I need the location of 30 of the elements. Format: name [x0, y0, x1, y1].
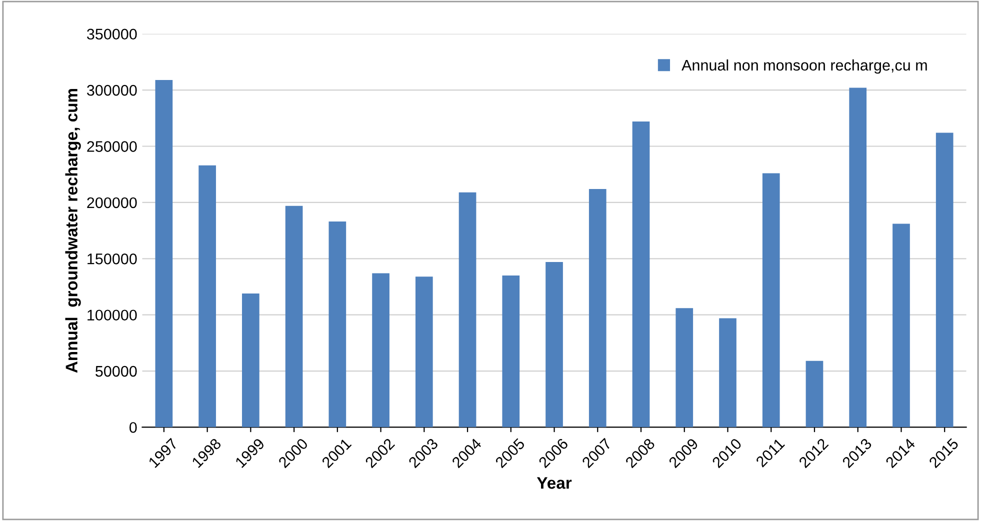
- bar: [632, 122, 650, 428]
- y-axis-title: Annual groundwater recharge, cum: [65, 88, 81, 373]
- y-tick-label: 0: [129, 422, 137, 433]
- bar: [198, 165, 216, 428]
- bar: [892, 224, 910, 428]
- y-tick-label: 200000: [87, 197, 137, 208]
- bar: [849, 88, 867, 428]
- bar: [155, 80, 173, 428]
- bar: [415, 276, 433, 428]
- bar: [242, 293, 260, 428]
- bar: [546, 262, 563, 428]
- bar: [458, 192, 476, 428]
- bar: [502, 275, 520, 428]
- y-tick-label: 150000: [88, 254, 137, 264]
- y-tick-label: 250000: [87, 141, 137, 152]
- bar: [372, 273, 390, 428]
- y-tick-label: 100000: [88, 310, 137, 321]
- y-tick-label: 300000: [86, 84, 137, 96]
- bar: [719, 318, 736, 428]
- bar: [806, 360, 824, 428]
- legend-label: Annual non monsoon recharge,cu m: [682, 59, 927, 74]
- x-axis-title: Year: [536, 477, 572, 489]
- y-tick-label: 50000: [96, 366, 137, 377]
- y-tick-label: 350000: [86, 28, 137, 40]
- bar: [676, 308, 694, 428]
- bar: [285, 206, 303, 428]
- bar: [936, 132, 954, 428]
- bar: [762, 173, 780, 428]
- bar: [328, 222, 346, 428]
- bar: [588, 188, 606, 428]
